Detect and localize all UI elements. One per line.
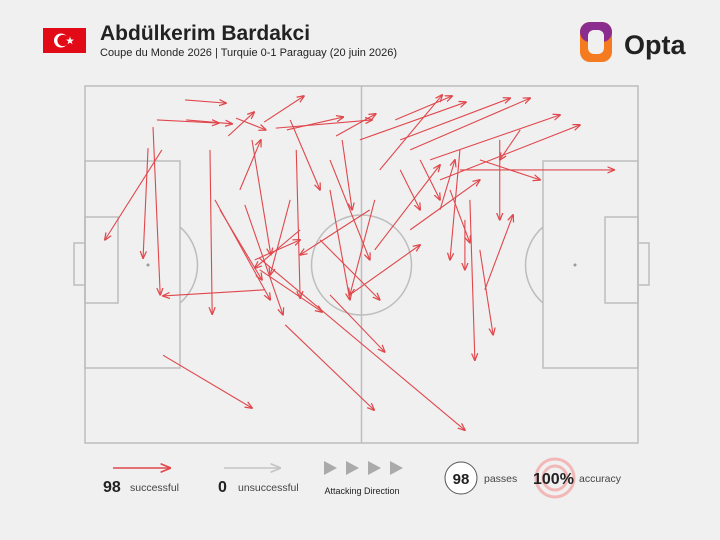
pass-arrow xyxy=(258,257,465,430)
pass-arrow xyxy=(319,239,380,300)
pass-arrow xyxy=(251,139,271,255)
pass-arrow xyxy=(329,189,350,300)
pass-arrow xyxy=(347,245,420,297)
pass-arrow xyxy=(152,127,160,295)
pass-arrow xyxy=(409,180,480,231)
pass-arrow xyxy=(289,119,320,190)
pass-arrow xyxy=(399,169,420,210)
pass-arrow xyxy=(429,115,560,161)
legend: 98 successful 0 unsuccessful Attacking D… xyxy=(103,457,622,499)
pass-arrow xyxy=(105,149,163,240)
pass-arrow xyxy=(186,119,232,124)
pass-arrow xyxy=(227,112,254,137)
pass-arrow xyxy=(395,96,452,121)
pass-arrow xyxy=(210,149,212,314)
pass-arrow xyxy=(300,209,371,255)
subtitle: Coupe du Monde 2026 | Turquie 0-1 Paragu… xyxy=(100,47,397,59)
direction-arrows xyxy=(324,461,403,475)
pass-arrow xyxy=(450,149,461,260)
pass-arrow xyxy=(185,100,226,103)
pass-arrow xyxy=(439,160,455,211)
pass-arrow xyxy=(235,117,266,130)
pass-arrow xyxy=(409,98,530,151)
passes xyxy=(105,95,614,430)
pass-arrow xyxy=(379,95,442,171)
brand-logo: Opta xyxy=(580,22,686,62)
pass-arrow xyxy=(439,125,580,181)
pass-arrow xyxy=(469,199,475,360)
accuracy-label: accuracy xyxy=(579,473,622,485)
pass-arrow xyxy=(374,165,440,251)
unsuccessful-label: unsuccessful xyxy=(238,482,299,494)
pass-arrow xyxy=(400,98,510,141)
successful-label: successful xyxy=(130,482,179,494)
pass-arrow xyxy=(259,269,322,312)
pass-arrow xyxy=(286,117,343,131)
pass-arrow xyxy=(329,294,385,352)
pass-arrow xyxy=(479,249,493,335)
pass-arrow xyxy=(156,120,219,123)
passes-count: 98 xyxy=(453,471,470,488)
pass-arrow xyxy=(143,148,149,258)
pass-arrow xyxy=(449,189,470,243)
pass-arrow xyxy=(239,140,261,191)
direction-label: Attacking Direction xyxy=(324,486,399,496)
pass-arrow xyxy=(163,289,265,296)
pass-arrow xyxy=(214,199,270,300)
flag xyxy=(43,28,86,53)
pass-arrow xyxy=(335,114,376,137)
unsuccessful-count: 0 xyxy=(218,479,227,496)
pass-arrow xyxy=(284,324,374,410)
successful-count: 98 xyxy=(103,479,121,496)
pass-arrow xyxy=(244,204,283,315)
player-name: Abdülkerim Bardakci xyxy=(100,22,310,45)
pass-arrow xyxy=(162,354,252,408)
pass-arrow xyxy=(419,159,440,200)
pass-arrow xyxy=(275,120,372,129)
pass-arrow xyxy=(359,102,466,141)
brand: Opta xyxy=(624,30,686,60)
pass-arrow xyxy=(295,149,300,298)
pass-arrow xyxy=(341,139,352,210)
pass-arrow xyxy=(329,159,370,260)
pass-arrow xyxy=(484,215,513,291)
pass-arrow xyxy=(263,96,304,123)
accuracy-value: 100% xyxy=(533,471,574,488)
pass-arrow xyxy=(270,199,291,275)
pass-arrow xyxy=(350,199,376,295)
pitch xyxy=(73,85,650,444)
pass-arrow xyxy=(500,129,521,160)
pass-arrow xyxy=(479,159,540,180)
passes-label: passes xyxy=(484,473,517,485)
